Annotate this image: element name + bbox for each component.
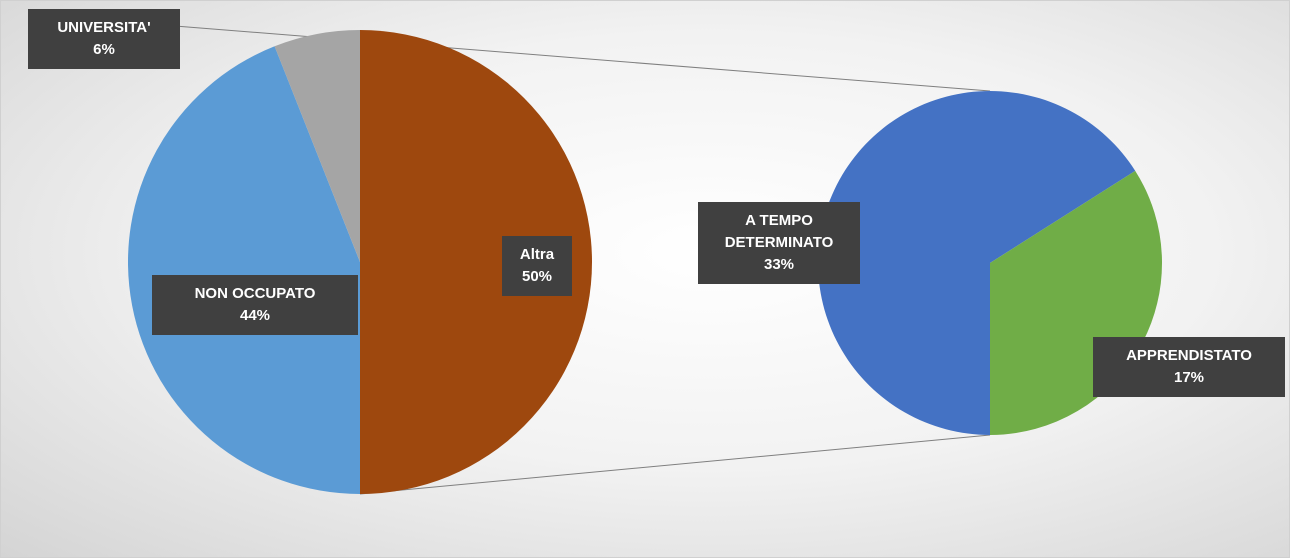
data-label: Altra 50% <box>502 236 572 296</box>
data-label: A TEMPO DETERMINATO 33% <box>698 202 860 284</box>
pie-slice <box>817 90 1136 436</box>
data-label: NON OCCUPATO 44% <box>152 275 358 335</box>
value-label: 50% <box>521 268 553 285</box>
category-name: UNIVERSITA' <box>57 19 151 36</box>
data-label: UNIVERSITA' 6% <box>28 9 180 69</box>
connector-line <box>359 434 991 495</box>
pie-slice <box>274 30 360 262</box>
pie-slice <box>127 46 360 494</box>
category-name: APPRENDISTATO <box>1126 347 1252 364</box>
value-label: 6% <box>93 41 115 58</box>
value-label: 44% <box>239 307 271 324</box>
value-label: 33% <box>763 256 795 273</box>
value-label: 17% <box>1173 369 1205 386</box>
pie-slice <box>360 30 592 494</box>
category-name: NON OCCUPATO <box>194 285 316 302</box>
data-label: APPRENDISTATO 17% <box>1093 337 1285 397</box>
category-name: A TEMPO DETERMINATO <box>724 212 834 251</box>
category-name: Altra <box>519 246 555 263</box>
